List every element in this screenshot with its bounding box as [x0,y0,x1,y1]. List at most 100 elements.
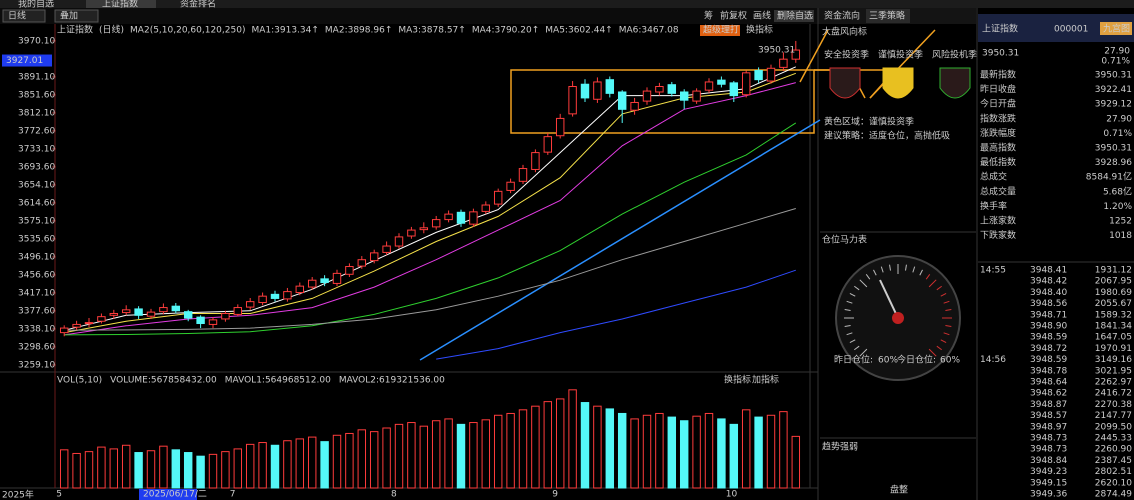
toolbar-button[interactable]: 删除自选 [777,10,813,22]
gauge-tick [945,309,952,311]
candle-body [159,307,168,313]
chart-button[interactable]: 超级理打 [703,24,739,36]
candle-body [506,181,515,191]
tick-volume: 1841.34 [1095,322,1132,332]
zone-text: 黄色区域：谨慎投资季 [824,116,914,128]
cursor-price-box [2,54,52,67]
highlight-box [510,69,815,134]
volume-bar [233,448,243,489]
chart-header: MA4:3790.20↑ [472,26,539,36]
tick-price: 3948.57 [1030,411,1067,421]
candle-body [456,211,466,224]
season-label: 风险投机季 [932,49,977,61]
volume-bar [320,441,329,489]
y-tick-label: 3259.10 [18,360,55,370]
candle-body [109,312,119,316]
candle-body [729,82,739,97]
x-axis-year: 2025年 [2,489,34,500]
season-label: 谨慎投资季 [878,49,923,61]
gauge-tick [940,293,947,297]
volume-bar [159,445,168,489]
tick-price: 3948.73 [1030,434,1067,444]
gauge-tick [859,348,868,357]
quote-change: 27.90 [1104,47,1130,57]
volume-bar [518,409,528,489]
volume-bar [555,398,565,489]
candle-body [469,211,478,225]
quote-code: 000001 [1054,25,1088,35]
volume-bar [754,416,763,489]
volume-bar [791,435,801,489]
candle-body [221,312,230,320]
volume-bar [456,423,466,489]
y-tick-label: 3772.60 [18,126,55,136]
crosshair-date-bg [139,489,197,500]
volume-tool[interactable]: 换指标 [724,374,751,386]
y-tick-label: 3298.60 [18,342,55,352]
gauge [835,255,961,381]
tick-price: 3948.62 [1030,389,1067,399]
tick-price: 3948.72 [1030,344,1067,354]
volume-bar [419,425,429,489]
candle-body [345,266,354,275]
quote-value: 1018 [1109,231,1132,241]
tick-price: 3948.84 [1030,456,1067,466]
candle-body [97,316,106,322]
x-tick-label: 10 [726,490,738,500]
quote-label: 上涨家数 [980,215,1016,227]
panel-tab[interactable]: 资金流向 [824,10,860,22]
gauge-tick [928,279,937,288]
tick-price: 3948.40 [1030,288,1067,298]
chart-header: MA1:3913.34↑ [251,26,318,36]
button-bg [774,10,814,22]
tick-price: 3948.59 [1030,355,1067,365]
tick-volume: 1647.05 [1095,333,1132,343]
tick-volume: 2147.77 [1095,411,1132,421]
panel-tab[interactable]: 三季策略 [869,10,905,22]
cursor-price: 3927.01 [6,56,43,66]
volume-tool[interactable]: 加指标 [752,374,779,386]
gauge-tick [859,279,868,288]
candle-body [568,86,577,115]
tab[interactable]: 资金排名 [180,0,216,10]
chart-button[interactable]: 换指标 [746,24,773,36]
gauge-tick [844,309,851,311]
toolbar-button[interactable]: 前复权 [720,10,747,22]
volume-bar [183,452,193,489]
volume-bar [407,422,416,489]
candle-body [369,252,379,262]
gauge-tick [854,345,860,351]
candle-body [233,307,243,315]
tab[interactable]: 上证指数 [102,0,138,10]
candle-body [208,319,218,325]
candle-body [630,101,639,111]
candle-body [121,309,131,314]
tick-price: 3949.23 [1030,467,1067,477]
volume-header: VOL(5,10) [57,376,102,386]
quote-button[interactable]: 九宫图 [1103,23,1130,35]
arrow [419,119,821,361]
candle-body [320,278,329,283]
volume-bar [258,442,267,489]
volume-bar [72,452,81,489]
toolbar-button[interactable]: 画线 [753,10,771,22]
y-tick-label: 3456.60 [18,270,55,280]
quote-name: 上证指数 [982,23,1018,35]
candle-body [146,311,156,317]
gauge-tick [943,300,950,304]
gauge-tick [936,345,942,351]
volume-bar [717,418,726,489]
quote-value: 3950.31 [1095,71,1132,81]
tick-volume: 2874.49 [1095,490,1132,500]
toolbar-button[interactable]: 筹 [704,10,713,22]
volume-bar [382,427,391,489]
y-tick-label: 3693.60 [18,162,55,172]
quote-price: 3950.31 [982,49,1019,59]
chart-header: (日线) [99,24,124,36]
advice-text: 建议策略：适度仓位，高抛低吸 [824,130,950,142]
volume-bar [208,453,218,489]
tab[interactable]: 我的自选 [18,0,54,10]
volume-bar [431,420,441,489]
button-bg [1100,22,1132,35]
y-tick-label: 3812.10 [18,108,55,118]
